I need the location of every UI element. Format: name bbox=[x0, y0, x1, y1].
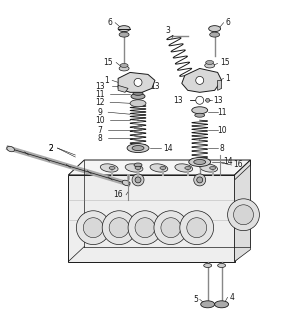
Text: 11: 11 bbox=[95, 90, 105, 99]
Ellipse shape bbox=[218, 263, 226, 268]
Text: 3: 3 bbox=[165, 26, 170, 35]
Text: 8: 8 bbox=[98, 134, 103, 143]
Ellipse shape bbox=[130, 100, 146, 107]
Ellipse shape bbox=[210, 32, 220, 37]
Text: 16: 16 bbox=[233, 160, 242, 170]
Ellipse shape bbox=[205, 63, 215, 68]
Circle shape bbox=[228, 199, 259, 231]
Polygon shape bbox=[235, 165, 251, 261]
Circle shape bbox=[134, 78, 142, 86]
Circle shape bbox=[128, 211, 162, 244]
Ellipse shape bbox=[100, 164, 118, 172]
Text: 2: 2 bbox=[48, 144, 53, 153]
Ellipse shape bbox=[206, 60, 214, 64]
Circle shape bbox=[109, 218, 129, 238]
Ellipse shape bbox=[7, 146, 15, 152]
Circle shape bbox=[76, 211, 110, 244]
Circle shape bbox=[132, 174, 144, 186]
Circle shape bbox=[161, 218, 181, 238]
Text: 6: 6 bbox=[225, 18, 230, 27]
Text: 2: 2 bbox=[48, 144, 53, 153]
Circle shape bbox=[196, 96, 204, 104]
Text: 13: 13 bbox=[213, 96, 223, 105]
Circle shape bbox=[196, 76, 204, 84]
Ellipse shape bbox=[118, 26, 130, 32]
Text: 14: 14 bbox=[163, 144, 173, 153]
Ellipse shape bbox=[194, 159, 206, 164]
Circle shape bbox=[194, 174, 206, 186]
Text: 10: 10 bbox=[95, 116, 105, 125]
Text: 11: 11 bbox=[217, 108, 226, 117]
Circle shape bbox=[83, 218, 103, 238]
Ellipse shape bbox=[131, 93, 145, 99]
Polygon shape bbox=[182, 68, 222, 92]
Ellipse shape bbox=[201, 301, 215, 308]
Ellipse shape bbox=[210, 166, 216, 170]
Ellipse shape bbox=[200, 164, 217, 172]
Ellipse shape bbox=[127, 144, 149, 153]
Circle shape bbox=[135, 218, 155, 238]
Ellipse shape bbox=[150, 164, 168, 172]
Polygon shape bbox=[235, 160, 251, 261]
Text: 13: 13 bbox=[150, 82, 160, 91]
Ellipse shape bbox=[122, 180, 130, 186]
Text: 1: 1 bbox=[104, 76, 109, 85]
Polygon shape bbox=[118, 72, 155, 92]
Text: 5: 5 bbox=[193, 295, 198, 304]
Ellipse shape bbox=[185, 166, 191, 170]
Circle shape bbox=[154, 211, 188, 244]
Polygon shape bbox=[68, 160, 251, 175]
Ellipse shape bbox=[132, 146, 144, 150]
Ellipse shape bbox=[195, 113, 205, 117]
Ellipse shape bbox=[133, 91, 143, 95]
Circle shape bbox=[135, 177, 141, 183]
Text: 9: 9 bbox=[98, 108, 103, 117]
Ellipse shape bbox=[109, 166, 115, 170]
Ellipse shape bbox=[215, 301, 229, 308]
Ellipse shape bbox=[189, 157, 211, 166]
Ellipse shape bbox=[125, 164, 143, 172]
Text: 15: 15 bbox=[103, 58, 113, 67]
Circle shape bbox=[180, 211, 214, 244]
Ellipse shape bbox=[196, 161, 204, 165]
Ellipse shape bbox=[192, 107, 208, 114]
Polygon shape bbox=[68, 175, 235, 261]
Text: 7: 7 bbox=[98, 126, 103, 135]
Ellipse shape bbox=[134, 163, 142, 167]
Text: 6: 6 bbox=[108, 18, 113, 27]
Circle shape bbox=[233, 205, 253, 225]
Text: 16: 16 bbox=[113, 190, 123, 199]
Polygon shape bbox=[118, 85, 128, 92]
Text: 10: 10 bbox=[217, 126, 226, 135]
Circle shape bbox=[134, 82, 142, 90]
Circle shape bbox=[187, 218, 207, 238]
Ellipse shape bbox=[135, 166, 141, 170]
Circle shape bbox=[206, 98, 210, 102]
Circle shape bbox=[144, 84, 148, 88]
Polygon shape bbox=[218, 80, 222, 90]
Ellipse shape bbox=[175, 164, 193, 172]
Ellipse shape bbox=[119, 66, 129, 71]
Ellipse shape bbox=[204, 263, 212, 268]
Circle shape bbox=[197, 177, 203, 183]
Ellipse shape bbox=[160, 166, 166, 170]
Ellipse shape bbox=[120, 63, 128, 68]
Ellipse shape bbox=[209, 26, 221, 32]
Text: 12: 12 bbox=[95, 98, 105, 107]
Text: 14: 14 bbox=[223, 157, 232, 166]
Text: 4: 4 bbox=[229, 293, 234, 302]
Text: 15: 15 bbox=[220, 58, 229, 67]
Text: 13: 13 bbox=[95, 82, 105, 91]
Circle shape bbox=[102, 211, 136, 244]
Ellipse shape bbox=[119, 32, 129, 37]
Text: 1: 1 bbox=[225, 74, 230, 83]
Text: 8: 8 bbox=[219, 144, 224, 153]
Text: 13: 13 bbox=[173, 96, 183, 105]
